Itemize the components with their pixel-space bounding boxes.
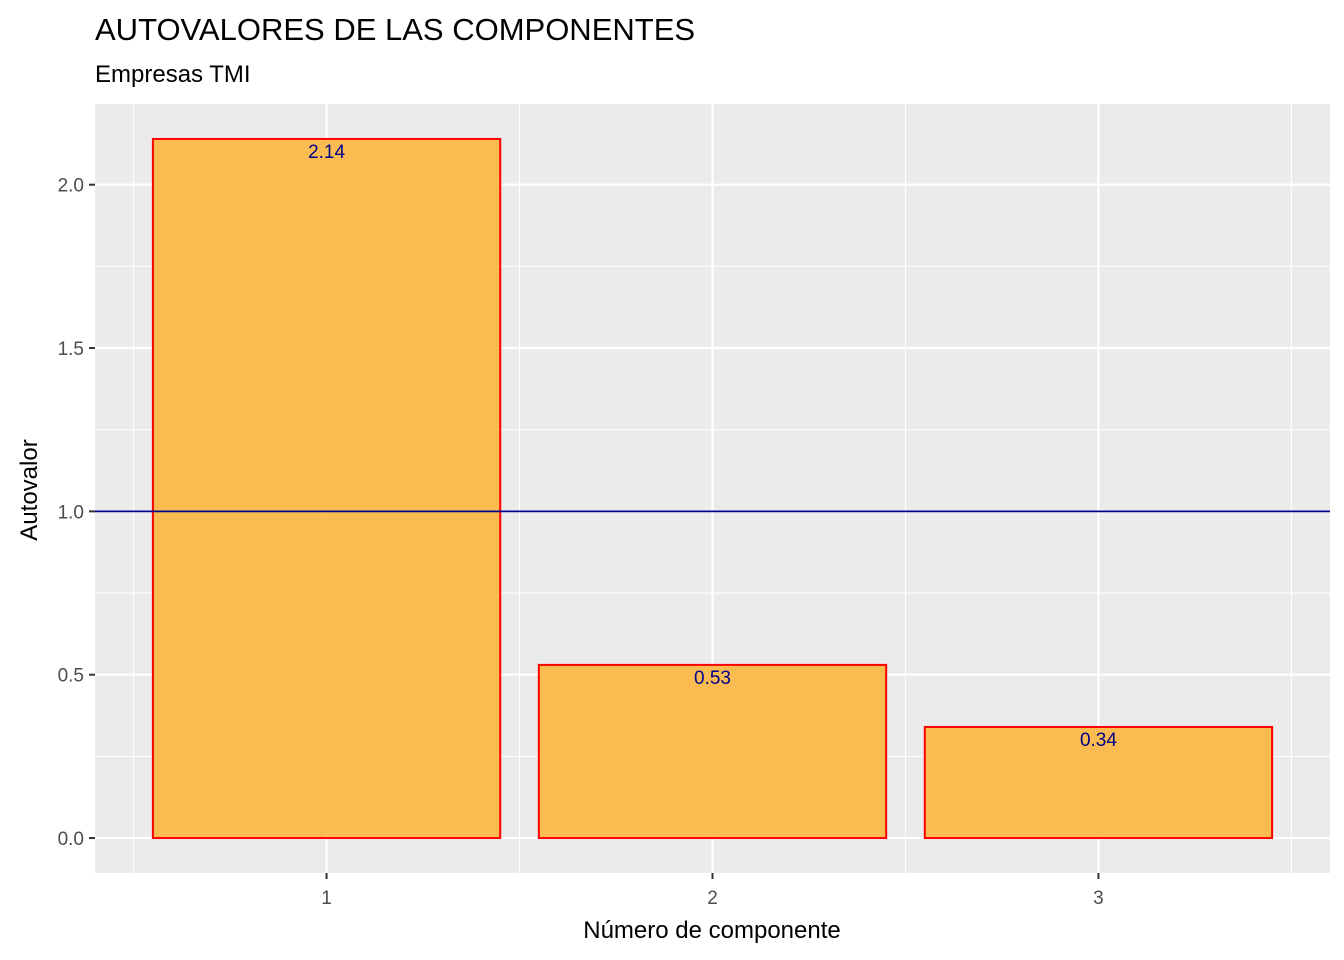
chart-title: AUTOVALORES DE LAS COMPONENTES [95, 12, 695, 47]
x-tick-label: 1 [321, 888, 332, 909]
y-tick-label: 0.0 [58, 829, 84, 850]
plot-area: 0.0 0.5 1.0 1.5 2.0 1 2 3 2.14 0.53 0.34 [58, 104, 1330, 909]
bar-3 [923, 725, 1274, 840]
x-axis-title: Número de componente [583, 917, 840, 944]
bar-value-label: 0.34 [1080, 730, 1117, 751]
y-tick-label: 2.0 [58, 176, 84, 197]
chart-subtitle: Empresas TMI [95, 61, 251, 88]
x-tick-label: 3 [1093, 888, 1104, 909]
bar-value-label: 0.53 [694, 668, 731, 689]
bar-value-label: 2.14 [308, 142, 345, 163]
y-tick-label: 1.0 [58, 502, 84, 523]
y-axis-title: Autovalor [16, 439, 43, 540]
y-tick-label: 0.5 [58, 666, 84, 687]
bar-2 [537, 663, 888, 840]
x-tick-label: 2 [707, 888, 718, 909]
y-tick-label: 1.5 [58, 339, 84, 360]
bar-1 [151, 137, 502, 840]
